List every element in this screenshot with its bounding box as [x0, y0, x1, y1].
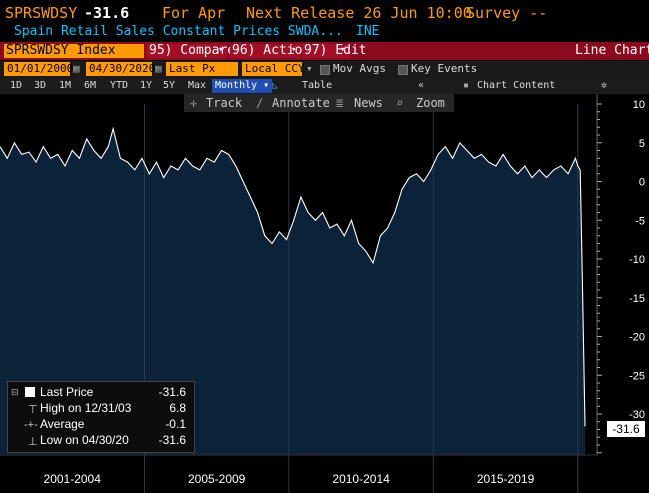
chart-content-icon[interactable]: ▪	[463, 80, 470, 91]
key-events-checkbox[interactable]	[398, 65, 408, 75]
subtitle-row: Spain Retail Sales Constant Prices SWDA.…	[0, 24, 649, 42]
start-date-field[interactable]: 01/01/2000	[4, 62, 73, 76]
y-tick-label: -30	[629, 409, 645, 421]
legend-average: -+- Average -0.1	[8, 417, 194, 433]
period-label: For Apr	[162, 4, 226, 22]
period-1y[interactable]: 1Y	[140, 80, 153, 91]
collapse-minus-icon[interactable]: ⊟	[11, 387, 19, 397]
period-max[interactable]: Max	[188, 80, 207, 91]
chart-content-button[interactable]: Chart Content	[477, 80, 556, 91]
period-6m[interactable]: 6M	[84, 80, 97, 91]
calendar-icon[interactable]: ▦	[73, 62, 80, 75]
legend-last-price: ⊟ Last Price -31.6	[8, 385, 194, 401]
next-release: Next Release 26 Jun 10:00	[246, 4, 472, 22]
compare-button[interactable]: 95) Compare	[149, 43, 236, 58]
zoom-button[interactable]: Zoom	[416, 96, 445, 110]
currency-select[interactable]: Local CCY	[242, 62, 305, 76]
legend-value: 6.8	[169, 401, 186, 415]
period-bar: 1D 3D 1M 6M YTD 1Y 5Y Max Monthly ▾ ◺ Ta…	[0, 78, 649, 94]
x-tick-label: 2015-2019	[477, 472, 535, 486]
magnifier-icon[interactable]: ⌕	[396, 96, 404, 110]
x-tick-label: 2010-2014	[332, 472, 390, 486]
x-tick-label: 2001-2004	[44, 472, 102, 486]
y-tick-label: 0	[639, 177, 645, 189]
news-button[interactable]: News	[354, 96, 383, 110]
line-chart-icon[interactable]: ◺	[272, 80, 279, 91]
collapse-icon[interactable]: «	[418, 80, 425, 91]
calendar-icon[interactable]: ▦	[155, 62, 162, 75]
mov-avgs-checkbox[interactable]	[320, 65, 330, 75]
white-swatch-icon	[25, 387, 35, 397]
last-value: -31.6	[84, 4, 130, 22]
frequency-label: Monthly	[215, 80, 258, 91]
chart-tools: ✛ Track ∕ Annotate ≣ News ⌕ Zoom	[184, 94, 454, 112]
low-marker-icon: ⊥	[28, 436, 38, 448]
legend-label: Low on 04/30/20	[40, 433, 129, 447]
source: INE	[356, 24, 380, 39]
annotate-button[interactable]: Annotate	[272, 96, 330, 110]
legend-label: Last Price	[40, 385, 94, 399]
legend-high: ⊤ High on 12/31/03 6.8	[8, 401, 194, 417]
end-date-field[interactable]: 04/30/2020	[86, 62, 155, 76]
chart-type-label: Line Chart	[575, 43, 649, 58]
function-toolbar: SPRSWDSY Index 95) Compare ▾ 96) Actions…	[0, 42, 649, 60]
edit-button[interactable]: 97) Edit	[304, 43, 367, 58]
period-5y[interactable]: 5Y	[163, 80, 176, 91]
key-events-label: Key Events	[411, 62, 478, 75]
chart-controls: 01/01/2000 ▦ 04/30/2020 ▦ Last Px Local …	[0, 61, 649, 78]
y-tick-label: 5	[639, 138, 645, 150]
x-tick-label: 2005-2009	[188, 472, 246, 486]
security-header: SPRSWDSY -31.6 For Apr Next Release 26 J…	[0, 0, 649, 26]
frequency-select[interactable]: Monthly ▾	[212, 79, 273, 93]
chart-legend[interactable]: ⊟ Last Price -31.6 ⊤ High on 12/31/03 6.…	[7, 381, 195, 453]
legend-value: -31.6	[158, 433, 186, 447]
y-tick-label: -5	[635, 215, 645, 227]
pencil-icon[interactable]: ∕	[256, 96, 264, 110]
y-tick-label: -25	[629, 370, 645, 382]
compare-dropdown-icon[interactable]: ▾	[218, 45, 224, 55]
legend-label: Average	[40, 417, 85, 431]
period-ytd[interactable]: YTD	[110, 80, 129, 91]
y-tick-label: -10	[629, 254, 645, 266]
series-line	[0, 126, 586, 427]
legend-low: ⊥ Low on 04/30/20 -31.6	[8, 433, 194, 449]
y-tick-label: 10	[633, 99, 645, 111]
security-field[interactable]: SPRSWDSY Index	[6, 43, 116, 58]
ticker[interactable]: SPRSWDSY	[5, 4, 78, 22]
y-tick-label: -15	[629, 293, 645, 305]
survey: Survey --	[466, 4, 548, 22]
legend-value: -31.6	[158, 385, 186, 399]
crosshair-icon[interactable]: ✛	[190, 96, 198, 110]
actions-button[interactable]: 96) Actions	[232, 43, 319, 58]
y-tick-label: -20	[629, 332, 645, 344]
mov-avgs-label: Mov Avgs	[333, 62, 386, 75]
actions-dropdown-icon[interactable]: ▾	[291, 45, 297, 55]
legend-value: -0.1	[165, 417, 186, 431]
security-title: Spain Retail Sales Constant Prices SWDA.…	[14, 24, 343, 39]
x-axis: 2001-2004 2005-2009 2010-2014 2015-2019	[0, 454, 597, 486]
currency-dropdown-icon[interactable]: ▾	[306, 62, 313, 75]
table-button[interactable]: Table	[302, 80, 333, 91]
field-select[interactable]: Last Px	[166, 62, 238, 76]
legend-label: High on 12/31/03	[40, 401, 132, 415]
period-1d[interactable]: 1D	[10, 80, 23, 91]
y-axis: 10 5 0 -5 -10 -15 -20 -25 -30	[596, 94, 645, 455]
settings-gear-icon[interactable]: ✲	[601, 80, 608, 91]
edit-dropdown-icon[interactable]: ▾	[340, 45, 346, 55]
news-icon[interactable]: ≣	[336, 96, 344, 110]
area-fill	[0, 128, 585, 456]
last-value-tag: -31.6	[607, 421, 645, 437]
period-3d[interactable]: 3D	[34, 80, 47, 91]
average-marker-icon: -+-	[24, 419, 38, 431]
high-marker-icon: ⊤	[28, 404, 38, 416]
track-button[interactable]: Track	[206, 96, 243, 110]
period-1m[interactable]: 1M	[59, 80, 72, 91]
